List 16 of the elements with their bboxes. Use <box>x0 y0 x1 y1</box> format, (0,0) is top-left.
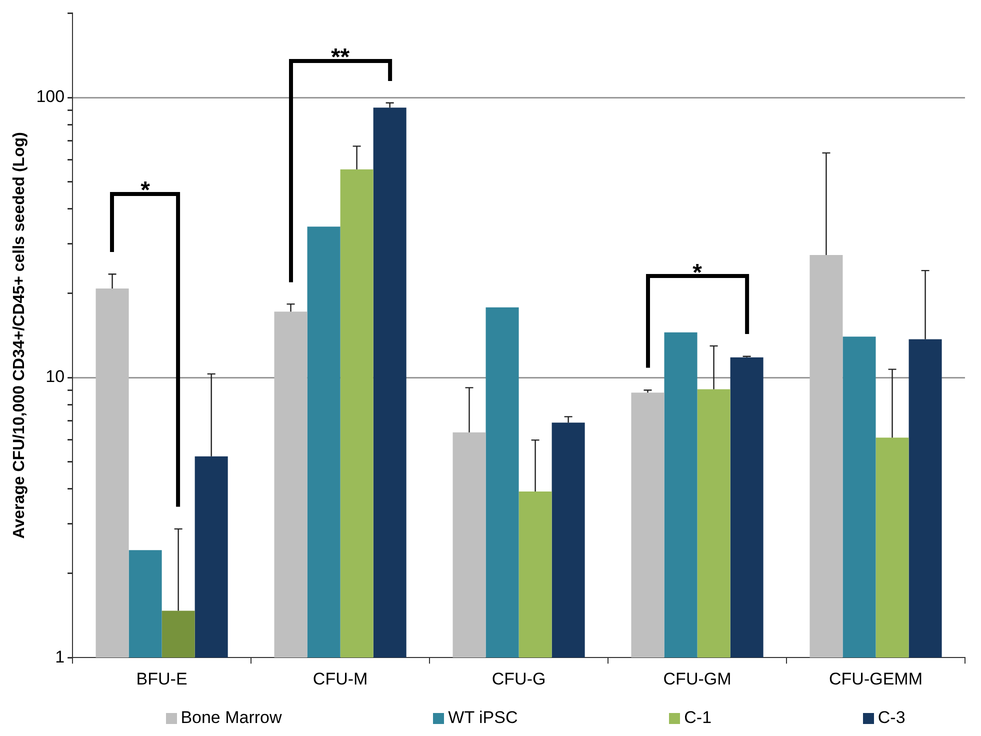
legend-label: C-1 <box>684 708 712 728</box>
x-tick-label: CFU-M <box>312 669 368 688</box>
x-tick-label: CFU-G <box>492 669 546 688</box>
x-tick-label: CFU-GM <box>663 669 732 688</box>
annotation: * <box>692 259 703 286</box>
legend-label: WT iPSC <box>448 708 518 728</box>
y-tick-label: 1 <box>55 647 65 666</box>
y-tick-label: 10 <box>46 367 65 386</box>
y-axis-title: Average CFU/10,000 CD34+/CD45+ cells seeded (Log) <box>11 132 28 539</box>
annotation: ** <box>330 44 350 71</box>
legend-label: Bone Marrow <box>180 708 282 728</box>
x-tick-label: CFU-GEMM <box>829 669 922 688</box>
y-tick-label: 100 <box>36 87 65 106</box>
legend-label: C-3 <box>878 708 906 728</box>
x-tick-label: BFU-E <box>136 669 188 688</box>
annotation: * <box>140 177 151 204</box>
